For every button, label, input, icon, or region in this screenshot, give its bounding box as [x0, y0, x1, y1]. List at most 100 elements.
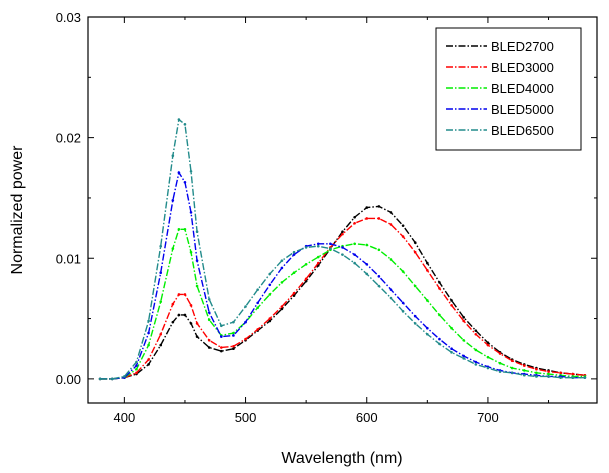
data-point — [316, 261, 320, 265]
data-point — [522, 369, 526, 372]
data-point — [486, 341, 490, 344]
data-point — [438, 337, 441, 341]
data-point — [462, 354, 465, 358]
x-tick-label: 400 — [114, 410, 136, 425]
data-point — [450, 351, 453, 354]
data-point — [171, 302, 175, 306]
series-bled2700 — [98, 205, 587, 381]
data-point — [365, 206, 369, 209]
data-point — [316, 244, 320, 248]
legend-label: BLED3000 — [491, 60, 554, 75]
data-point — [183, 180, 187, 184]
data-point — [341, 253, 344, 256]
data-point — [177, 293, 181, 296]
data-point — [268, 283, 272, 287]
data-point — [547, 375, 550, 378]
data-point — [389, 223, 393, 226]
data-point — [426, 326, 429, 330]
data-point — [195, 284, 199, 288]
data-point — [510, 359, 514, 363]
y-tick-label: 0.01 — [56, 251, 81, 266]
data-point — [244, 320, 247, 324]
data-point — [189, 250, 193, 254]
data-point — [268, 293, 272, 296]
data-point — [256, 288, 259, 291]
data-point — [377, 284, 381, 288]
data-point — [195, 259, 199, 262]
data-point — [486, 355, 490, 359]
data-point — [450, 326, 453, 330]
series-line — [100, 217, 585, 380]
data-point — [413, 250, 417, 254]
data-point — [207, 318, 211, 322]
data-point — [189, 211, 193, 214]
data-point — [389, 288, 393, 291]
legend-label: BLED6500 — [491, 123, 554, 138]
series-bled3000 — [98, 217, 587, 381]
data-point — [450, 299, 453, 302]
data-point — [316, 242, 320, 246]
data-point — [292, 250, 296, 254]
data-point — [244, 305, 247, 308]
data-point — [462, 338, 465, 342]
data-point — [401, 310, 405, 313]
data-point — [377, 248, 381, 252]
data-point — [159, 332, 163, 336]
data-point — [220, 349, 223, 353]
data-point — [256, 328, 259, 331]
y-tick-label: 0.03 — [56, 10, 81, 25]
data-point — [450, 303, 453, 307]
plot-frame — [87, 16, 598, 404]
data-point — [450, 347, 453, 351]
data-point — [316, 255, 320, 259]
data-point — [498, 361, 502, 365]
x-tick-label: 600 — [356, 410, 378, 425]
data-point — [147, 319, 150, 323]
legend-label: BLED5000 — [491, 102, 554, 117]
series-bled6500 — [98, 118, 587, 381]
data-point — [474, 360, 478, 364]
data-point — [159, 300, 163, 303]
y-axis-label: Normalized power — [9, 145, 26, 275]
data-point — [413, 241, 417, 244]
data-point — [401, 301, 405, 305]
data-point — [147, 358, 150, 361]
data-point — [377, 275, 381, 278]
data-point — [135, 364, 138, 367]
data-point — [207, 297, 211, 301]
x-tick-label: 700 — [477, 410, 499, 425]
data-point — [280, 305, 284, 308]
data-point — [159, 271, 163, 275]
y-tick-label: 0.00 — [56, 372, 81, 387]
legend-item: BLED4000 — [446, 81, 554, 96]
data-point — [177, 228, 181, 231]
data-point — [365, 217, 369, 220]
series-group — [98, 118, 587, 381]
data-point — [110, 377, 114, 381]
data-point — [189, 303, 193, 307]
data-point — [189, 170, 193, 173]
data-point — [207, 338, 211, 342]
data-point — [353, 215, 356, 219]
data-point — [195, 322, 199, 325]
legend-items: BLED2700 BLED3000 BLED4000 BLED5000 BLED6500 — [446, 39, 554, 138]
data-point — [220, 346, 223, 349]
legend-item: BLED5000 — [446, 102, 554, 117]
data-point — [171, 154, 175, 158]
data-point — [486, 343, 490, 347]
data-point — [498, 352, 502, 355]
data-point — [256, 301, 259, 305]
data-point — [462, 357, 465, 360]
data-point — [280, 266, 284, 270]
data-point — [280, 307, 284, 311]
data-point — [147, 331, 150, 335]
data-point — [426, 332, 429, 336]
data-point — [498, 370, 502, 373]
x-tick-label: 500 — [235, 410, 257, 425]
data-point — [341, 232, 344, 236]
data-point — [462, 319, 465, 323]
data-point — [232, 320, 235, 324]
data-point — [232, 334, 235, 337]
x-axis-label: Wavelength (nm) — [281, 450, 402, 467]
